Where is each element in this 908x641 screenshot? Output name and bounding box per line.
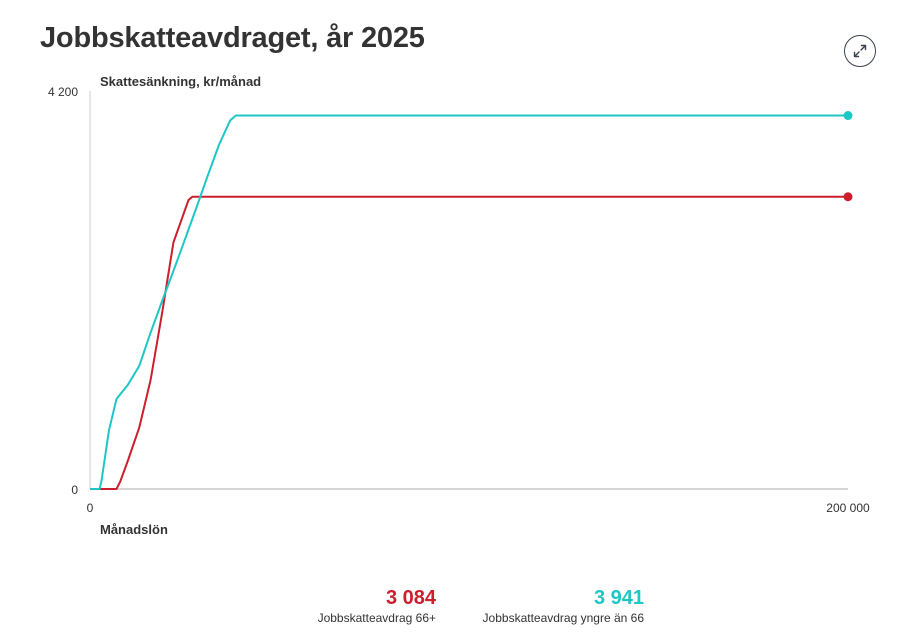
legend-item-66-plus: 3 084 Jobbskatteavdrag 66+	[318, 586, 436, 625]
y-axis-label: Skattesänkning, kr/månad	[100, 74, 262, 89]
y-tick-label: 4 200	[48, 85, 78, 99]
legend-item-under-66: 3 941 Jobbskatteavdrag yngre än 66	[483, 586, 644, 625]
legend-value: 3 084	[385, 587, 436, 609]
x-tick-label: 0	[87, 501, 94, 515]
x-axis-label: Månadslön	[100, 522, 168, 537]
expand-arrows-icon	[853, 44, 867, 58]
series-line-0	[90, 195, 848, 490]
chart: 4 200 0 0 200 000	[48, 85, 870, 515]
series-line-1	[90, 114, 848, 490]
expand-button[interactable]	[844, 35, 876, 67]
x-tick-label: 200 000	[826, 501, 870, 515]
legend-label: Jobbskatteavdrag 66+	[317, 611, 436, 625]
series-end-point-0[interactable]	[843, 192, 853, 202]
chart-title: Jobbskatteavdraget, år 2025	[40, 22, 425, 54]
legend-value: 3 941	[593, 587, 644, 609]
series-layer	[90, 111, 853, 490]
y-tick-label: 0	[71, 483, 78, 497]
legend-label: Jobbskatteavdrag yngre än 66	[482, 611, 644, 625]
series-end-point-1[interactable]	[843, 111, 853, 121]
